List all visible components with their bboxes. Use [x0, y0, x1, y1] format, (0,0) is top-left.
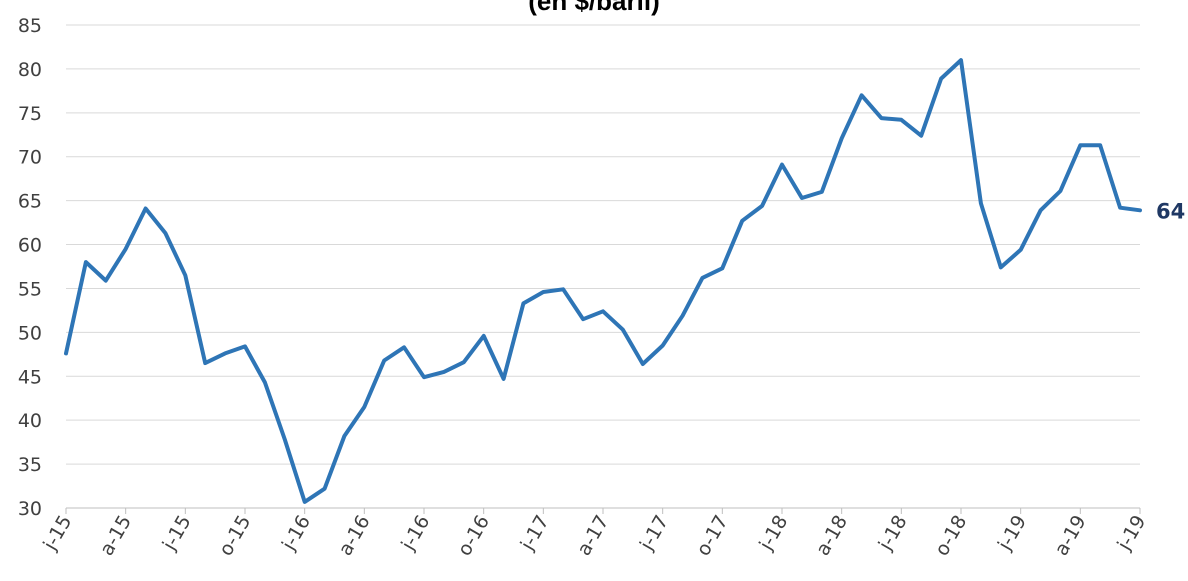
- x-tick-label: j-18: [755, 512, 793, 555]
- y-tick-label: 80: [18, 59, 42, 81]
- x-tick-label: j-17: [635, 512, 673, 555]
- y-tick-label: 60: [18, 235, 42, 257]
- x-tick-label: a-19: [1050, 512, 1090, 560]
- y-tick-label: 70: [18, 147, 42, 169]
- x-tick-label: o-18: [931, 512, 972, 560]
- y-tick-label: 65: [18, 191, 42, 213]
- y-tick-label: 55: [18, 278, 42, 300]
- x-tick-label: o-16: [453, 511, 494, 559]
- x-tick-label: a-16: [334, 512, 374, 560]
- x-tick-label: j-18: [874, 512, 912, 555]
- x-tick-label: j-16: [277, 512, 315, 555]
- y-axis-ticks: 30 35 40 45 50 55 60 65 70 75 80 85: [18, 15, 42, 520]
- y-tick-label: 75: [18, 103, 42, 125]
- x-tick-label: a-18: [812, 512, 852, 560]
- x-axis-ticks: j-15 a-15 j-15 o-15 j-16 a-16 j-16 o-16 j-17 a-17…: [39, 508, 1151, 560]
- y-tick-label: 45: [18, 366, 42, 388]
- gridlines: [66, 24, 1140, 465]
- x-tick-label: o-17: [692, 512, 733, 560]
- x-tick-label: j-19: [1113, 512, 1151, 555]
- x-tick-label: j-16: [397, 512, 435, 555]
- y-tick-label: 30: [18, 498, 42, 520]
- y-tick-label: 35: [18, 454, 42, 476]
- end-value-label: 64: [1156, 199, 1185, 223]
- x-tick-label: j-15: [158, 512, 196, 555]
- x-tick-label: o-15: [215, 512, 256, 560]
- chart-title: (en $/baril): [528, 0, 660, 16]
- x-tick-label: j-19: [993, 512, 1031, 555]
- x-tick-label: j-17: [516, 512, 554, 555]
- x-tick-label: a-15: [96, 512, 136, 560]
- y-tick-label: 85: [18, 15, 42, 37]
- x-tick-label: a-17: [573, 512, 613, 560]
- y-tick-label: 50: [18, 322, 42, 344]
- series-layer: [64, 58, 1142, 504]
- series-line: [64, 58, 1142, 504]
- end-labels: 64: [1156, 199, 1185, 223]
- y-tick-label: 40: [18, 410, 42, 432]
- x-tick-label: j-15: [39, 512, 77, 555]
